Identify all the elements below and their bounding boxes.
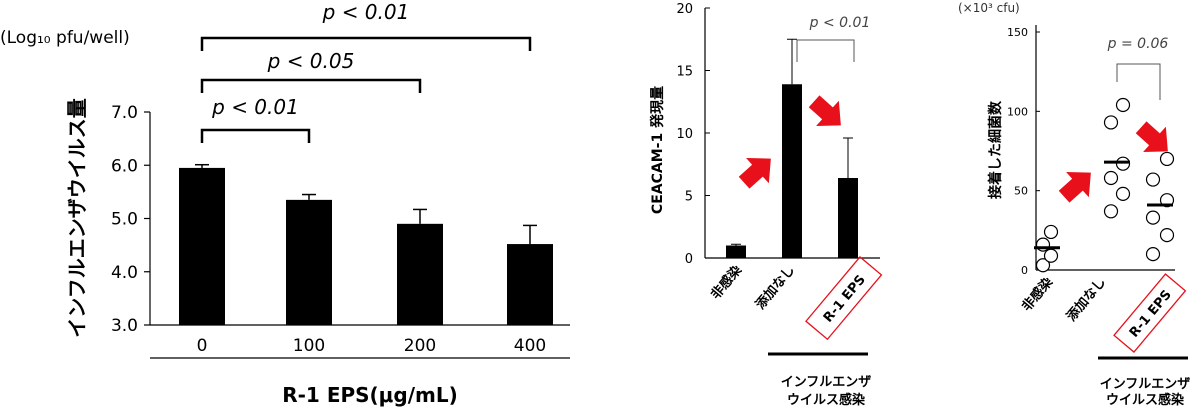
chart2-xtick-highlight-group: R-1 EPS xyxy=(805,255,883,341)
chart2-bar xyxy=(726,245,746,258)
chart3-data-point xyxy=(1159,193,1175,208)
chart2-ytick-label: 10 xyxy=(676,127,693,142)
chart2-highlight-box xyxy=(805,255,883,341)
chart2-y-axis-label: CEACAM-1 発現量 xyxy=(649,86,666,214)
chart1-bar xyxy=(286,199,332,325)
chart3-data-point xyxy=(1145,247,1161,262)
chart3-xtick-highlight-group: R-1 EPS xyxy=(1113,273,1187,353)
chart1-unit-label: (Log₁₀ pfu/well) xyxy=(0,28,130,48)
chart3-data-point xyxy=(1115,97,1131,113)
chart1: (Log₁₀ pfu/well) インフルエンザウイルス量 3.0 4.0 5.0 6… xyxy=(0,0,570,407)
chart3-unit-label: (×10³ cfu) xyxy=(958,1,1020,15)
chart2-xtick-label: 添加なし xyxy=(752,262,798,312)
chart2-group-label-line1: インフルエンザ xyxy=(781,375,872,390)
chart3-significance-bracket xyxy=(1116,63,1161,100)
chart3-data-point xyxy=(1159,151,1175,167)
chart1-p-value: p < 0.01 xyxy=(322,0,410,24)
chart1-significance-bracket xyxy=(200,36,532,51)
chart1-significance-bracket xyxy=(200,128,311,143)
chart1-significance-bracket xyxy=(200,78,422,93)
chart3-data-point xyxy=(1043,248,1059,263)
chart2-ytick-label: 5 xyxy=(685,190,693,205)
chart1-p-value: p < 0.01 xyxy=(211,95,299,119)
chart1-ytick-label: 5.0 xyxy=(111,210,138,230)
chart2-xtick-label: 非感染 xyxy=(708,262,746,303)
chart1-ytick-label: 3.0 xyxy=(111,316,138,336)
chart3-up-arrow-shape xyxy=(1058,172,1091,203)
chart3: (×10³ cfu) 接着した細菌数 0 50 100 150 p = 0.06 非感… xyxy=(958,1,1190,408)
chart3-data-point xyxy=(1043,224,1059,240)
chart1-p-value: p < 0.05 xyxy=(267,49,355,73)
chart3-down-arrow xyxy=(1135,121,1168,152)
chart2: CEACAM-1 発現量 0 5 10 15 20 p < 0.01 非感染 添加なし R-… xyxy=(649,2,883,408)
chart2-group-label-line2: ウイルス感染 xyxy=(787,392,866,408)
chart1-xtick-label: 400 xyxy=(514,336,546,356)
chart1-bar xyxy=(179,167,225,325)
chart3-data-point xyxy=(1145,210,1161,225)
chart3-xtick-label: 添加なし xyxy=(1063,274,1109,324)
chart3-group-label-line2: ウイルス感染 xyxy=(1106,392,1185,408)
chart1-bar xyxy=(507,244,553,325)
chart2-ytick-label: 15 xyxy=(676,65,693,80)
chart2-down-arrow xyxy=(808,95,841,126)
chart3-up-arrow xyxy=(1058,172,1091,203)
chart2-down-arrow-shape xyxy=(808,95,841,126)
chart2-bar xyxy=(782,84,802,258)
chart3-data-point xyxy=(1145,172,1161,187)
chart1-bar xyxy=(397,223,443,325)
chart3-xtick-label: 非感染 xyxy=(1019,274,1057,315)
chart3-data-point xyxy=(1103,204,1119,219)
chart3-data-point xyxy=(1115,156,1131,171)
chart3-highlight-box xyxy=(1113,273,1187,353)
chart1-x-axis-label: R-1 EPS(μg/mL) xyxy=(282,383,458,407)
chart3-y-axis-label: 接着した細菌数 xyxy=(987,100,1004,199)
chart1-ytick-label: 4.0 xyxy=(111,263,138,283)
chart1-xtick-label: 0 xyxy=(197,336,208,356)
chart2-bar xyxy=(838,178,858,258)
chart3-ytick-label: 150 xyxy=(1007,26,1028,39)
chart1-ytick-label: 6.0 xyxy=(111,156,138,176)
chart3-data-point xyxy=(1035,258,1051,273)
chart3-data-point xyxy=(1103,170,1119,186)
chart1-ytick-label: 7.0 xyxy=(111,103,138,123)
chart3-down-arrow-shape xyxy=(1135,121,1168,152)
chart3-data-point xyxy=(1103,115,1119,130)
chart1-y-axis-label: インフルエンザウイルス量 xyxy=(65,98,89,337)
chart3-ytick-label: 0 xyxy=(1021,264,1028,277)
chart3-data-point xyxy=(1115,186,1131,201)
chart2-significance-bracket xyxy=(796,39,855,62)
chart3-ytick-label: 100 xyxy=(1007,105,1028,118)
chart3-p-value: p = 0.06 xyxy=(1107,36,1169,52)
chart3-ytick-label: 50 xyxy=(1014,185,1028,198)
chart2-ytick-label: 0 xyxy=(685,252,693,267)
chart3-group-label-line1: インフルエンザ xyxy=(1100,377,1191,392)
chart2-ytick-label: 20 xyxy=(676,2,693,17)
chart1-xtick-label: 200 xyxy=(404,336,436,356)
chart3-data-point xyxy=(1159,227,1175,243)
chart2-up-arrow-shape xyxy=(738,158,771,189)
chart1-xtick-label: 100 xyxy=(293,336,325,356)
chart2-up-arrow xyxy=(738,158,771,189)
chart2-p-value: p < 0.01 xyxy=(809,15,871,31)
